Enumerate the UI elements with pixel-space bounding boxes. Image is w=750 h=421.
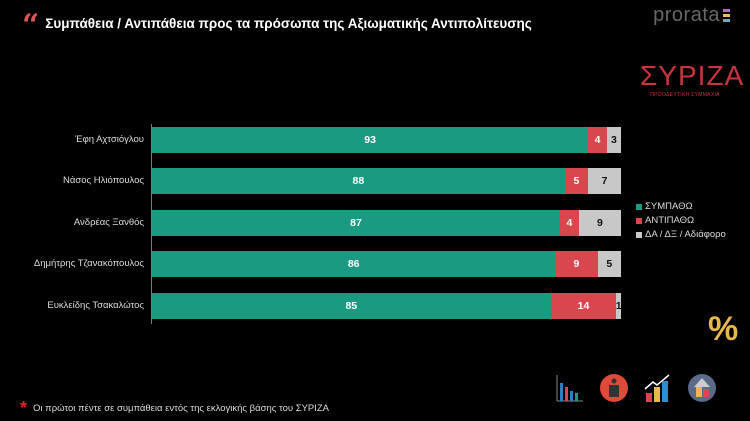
legend-item: ΣΥΜΠΑΘΩ [636, 201, 726, 212]
bar-segment-da: 1 [616, 293, 622, 319]
title-text: Συμπάθεια / Αντιπάθεια προς τα πρόσωπα τ… [45, 15, 532, 31]
bar-segment-da: 9 [578, 210, 621, 236]
growth-chart-icon [643, 373, 673, 403]
bar-segment-da: 3 [606, 127, 621, 153]
bar-chart-icon [555, 373, 585, 403]
y-axis-line [151, 124, 152, 324]
footnote: * Οι πρώτοι πέντε σε συμπάθεια εντός της … [20, 398, 329, 419]
legend-swatch [636, 203, 642, 210]
legend-swatch [636, 217, 642, 224]
legend-swatch [636, 231, 642, 238]
logo-sub: ΠΡΟΟΔΕΥΤΙΚΗ ΣΥΜΜΑΧΙΑ [650, 92, 720, 98]
footer-icons [555, 373, 717, 403]
legend-item: ΑΝΤΙΠΑΘΩ [636, 215, 726, 226]
brand-text: prorata [653, 4, 720, 26]
category-label: Νάσος Ηλιόπουλος [63, 175, 144, 186]
syriza-logo: ΣΥΡΙΖΑ ΠΡΟΟΔΕΥΤΙΚΗ ΣΥΜΜΑΧΙΑ [640, 60, 745, 98]
legend-label: ΔΑ / ΔΞ / Αδιάφορο [645, 229, 726, 240]
category-label: Ανδρέας Ξανθός [73, 217, 144, 228]
category-label: Έφη Αχτσιόγλου [75, 134, 144, 145]
legend: ΣΥΜΠΑΘΩ ΑΝΤΙΠΑΘΩ ΔΑ / ΔΞ / Αδιάφορο [636, 201, 726, 243]
bar-segment-antipatho: 4 [588, 127, 607, 153]
chart-title: “ Συμπάθεια / Αντιπάθεια προς τα πρόσωπα … [22, 8, 532, 43]
percent-icon: % [708, 310, 739, 348]
footnote-text: Οι πρώτοι πέντε σε συμπάθεια εντός της ε… [33, 403, 330, 414]
bar-segment-antipatho: 5 [564, 168, 589, 194]
bar-segment-antipatho: 9 [555, 251, 598, 277]
bar-segment-sympatho: 88 [152, 168, 565, 194]
logo-main: ΣΥΡΙΖΑ [640, 60, 745, 91]
podium-icon [599, 373, 629, 403]
prorata-logo: prorata [653, 4, 730, 27]
category-label: Ευκλείδης Τσακαλώτος [47, 300, 144, 311]
legend-item: ΔΑ / ΔΞ / Αδιάφορο [636, 229, 726, 240]
bar-segment-sympatho: 85 [152, 293, 551, 319]
bar-segment-antipatho: 14 [550, 293, 617, 319]
asterisk-icon: * [20, 398, 28, 418]
bar-segment-da: 7 [588, 168, 621, 194]
category-label: Δημήτρης Τζανακόπουλος [33, 258, 144, 269]
brand-bars-icon [723, 7, 730, 24]
houses-icon [687, 373, 717, 403]
bar-segment-antipatho: 4 [560, 210, 579, 236]
bar-segment-sympatho: 86 [152, 251, 556, 277]
legend-label: ΣΥΜΠΑΘΩ [645, 201, 693, 212]
bar-segment-sympatho: 93 [152, 127, 589, 153]
legend-label: ΑΝΤΙΠΑΘΩ [645, 215, 695, 226]
quote-icon: “ [22, 8, 40, 43]
bar-segment-da: 5 [597, 251, 621, 277]
bar-segment-sympatho: 87 [152, 210, 561, 236]
